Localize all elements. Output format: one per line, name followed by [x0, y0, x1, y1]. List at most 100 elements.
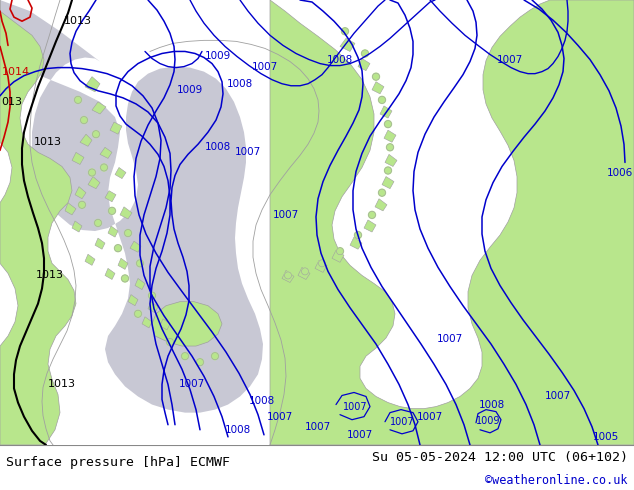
Text: 1013: 1013 — [34, 137, 62, 147]
Polygon shape — [88, 176, 100, 189]
Polygon shape — [160, 319, 170, 330]
Polygon shape — [92, 102, 106, 114]
Polygon shape — [72, 221, 82, 232]
Polygon shape — [380, 106, 392, 118]
Polygon shape — [148, 302, 158, 313]
Text: 1007: 1007 — [179, 379, 205, 390]
Polygon shape — [128, 294, 138, 306]
Circle shape — [148, 292, 155, 299]
Polygon shape — [65, 203, 76, 215]
Text: 1007: 1007 — [347, 430, 373, 440]
Circle shape — [136, 260, 143, 267]
Text: 1008: 1008 — [249, 395, 275, 406]
Text: 1007: 1007 — [305, 422, 331, 432]
Circle shape — [81, 117, 87, 123]
Polygon shape — [372, 82, 384, 94]
Circle shape — [122, 275, 129, 282]
Polygon shape — [80, 134, 92, 147]
Text: 1007: 1007 — [437, 334, 463, 344]
Circle shape — [181, 353, 188, 360]
Text: 1005: 1005 — [593, 432, 619, 442]
Circle shape — [302, 268, 309, 275]
Polygon shape — [118, 258, 128, 270]
Circle shape — [134, 310, 141, 318]
Polygon shape — [0, 0, 263, 413]
Text: 1007: 1007 — [252, 62, 278, 72]
Circle shape — [212, 353, 219, 360]
Text: 1008: 1008 — [227, 79, 253, 89]
Circle shape — [79, 201, 86, 208]
Polygon shape — [85, 76, 100, 92]
Polygon shape — [332, 250, 344, 262]
Polygon shape — [382, 176, 394, 189]
Text: 1013: 1013 — [48, 379, 76, 390]
Circle shape — [337, 247, 344, 255]
Text: 1007: 1007 — [390, 416, 414, 427]
Circle shape — [354, 232, 361, 239]
Circle shape — [93, 131, 100, 138]
Circle shape — [373, 73, 380, 80]
Text: 1013: 1013 — [64, 16, 92, 26]
Text: 1007: 1007 — [497, 54, 523, 65]
Polygon shape — [0, 0, 76, 445]
Polygon shape — [350, 237, 362, 249]
Text: Surface pressure [hPa] ECMWF: Surface pressure [hPa] ECMWF — [6, 456, 230, 468]
Circle shape — [197, 359, 204, 366]
Text: Su 05-05-2024 12:00 UTC (06+102): Su 05-05-2024 12:00 UTC (06+102) — [372, 451, 628, 464]
Polygon shape — [315, 260, 327, 272]
Circle shape — [75, 97, 82, 103]
Polygon shape — [75, 187, 86, 199]
Polygon shape — [100, 147, 112, 158]
Polygon shape — [85, 254, 95, 266]
Text: 1008: 1008 — [479, 399, 505, 410]
Circle shape — [387, 144, 394, 151]
Text: 013: 013 — [1, 97, 22, 107]
Polygon shape — [105, 191, 116, 202]
Text: 1007: 1007 — [267, 412, 293, 422]
Circle shape — [378, 189, 385, 196]
Polygon shape — [115, 168, 126, 178]
Polygon shape — [340, 38, 355, 51]
Circle shape — [89, 169, 96, 176]
Circle shape — [108, 207, 115, 215]
Polygon shape — [282, 270, 294, 283]
Text: 1009: 1009 — [205, 51, 231, 62]
Polygon shape — [135, 278, 145, 290]
Circle shape — [124, 229, 131, 237]
Polygon shape — [385, 154, 397, 167]
Circle shape — [342, 28, 349, 35]
Circle shape — [285, 272, 292, 279]
Polygon shape — [105, 269, 115, 279]
Polygon shape — [72, 152, 84, 165]
Polygon shape — [95, 238, 105, 249]
Polygon shape — [358, 58, 370, 71]
Polygon shape — [110, 122, 122, 134]
Polygon shape — [384, 130, 396, 142]
Circle shape — [101, 164, 108, 171]
Text: 1009: 1009 — [177, 85, 203, 95]
Circle shape — [368, 211, 375, 219]
Circle shape — [94, 220, 101, 226]
Circle shape — [384, 121, 392, 127]
Circle shape — [378, 97, 385, 103]
Polygon shape — [142, 317, 152, 328]
Circle shape — [115, 245, 122, 252]
Circle shape — [361, 50, 368, 57]
Polygon shape — [375, 199, 387, 211]
Polygon shape — [108, 226, 118, 237]
Polygon shape — [130, 241, 141, 252]
Text: 1013: 1013 — [36, 270, 64, 280]
Polygon shape — [152, 302, 222, 346]
Polygon shape — [364, 220, 376, 232]
Circle shape — [384, 167, 392, 174]
Circle shape — [167, 339, 174, 345]
Text: 1007: 1007 — [545, 392, 571, 401]
Text: 1009: 1009 — [476, 416, 500, 426]
Text: 1008: 1008 — [225, 425, 251, 435]
Text: 1007: 1007 — [273, 210, 299, 220]
Text: ©weatheronline.co.uk: ©weatheronline.co.uk — [485, 473, 628, 487]
Text: 1007: 1007 — [417, 412, 443, 422]
Polygon shape — [120, 207, 132, 219]
Text: 1007: 1007 — [343, 402, 367, 412]
Text: 1008: 1008 — [205, 142, 231, 152]
